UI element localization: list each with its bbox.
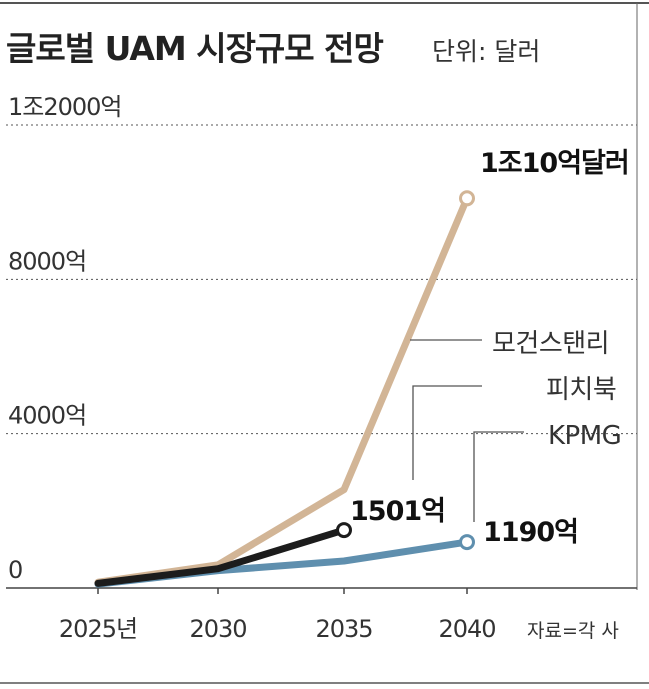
legend-label-kpmg: KPMG xyxy=(548,421,621,451)
legend-leader-pitchbook xyxy=(412,385,482,480)
end-label-pitchbook: 1501억 xyxy=(350,496,445,527)
x-tick-label: 2035 xyxy=(315,615,372,643)
x-tick-label: 2025년 xyxy=(59,615,137,643)
x-tick-label: 2040 xyxy=(438,615,495,643)
chart-title: 글로벌 UAM 시장규모 전망 xyxy=(6,29,384,68)
y-tick-label: 8000억 xyxy=(8,247,86,275)
legend-label-morgan-stanley: 모건스탠리 xyxy=(492,329,609,359)
end-marker-pitchbook xyxy=(336,522,352,539)
y-tick-label: 4000억 xyxy=(8,402,86,430)
x-axis-ticks: 2025년 2030 2035 2040 xyxy=(59,588,497,643)
y-tick-label: 0 xyxy=(8,556,22,584)
end-labels: 1조10억달러 1501억 1190억 xyxy=(350,148,630,548)
chart-unit: 단위: 달러 xyxy=(432,37,540,66)
series-lines xyxy=(94,190,475,588)
end-label-morgan-stanley: 1조10억달러 xyxy=(480,148,629,179)
end-label-kpmg: 1190억 xyxy=(483,517,578,548)
legend-label-pitchbook: 피치북 xyxy=(546,375,616,405)
end-marker-morgan-stanley xyxy=(459,190,475,207)
end-marker-kpmg xyxy=(459,534,475,551)
x-tick-label: 2030 xyxy=(189,615,246,643)
y-axis-ticks: 0 4000억 8000억 1조2000억 xyxy=(8,93,123,584)
legend-leader-kpmg xyxy=(473,431,524,522)
source-note: 자료=각 사 xyxy=(527,620,619,642)
series-line-pitchbook xyxy=(94,526,348,587)
y-tick-label: 1조2000억 xyxy=(8,93,122,121)
gridlines xyxy=(6,124,637,589)
